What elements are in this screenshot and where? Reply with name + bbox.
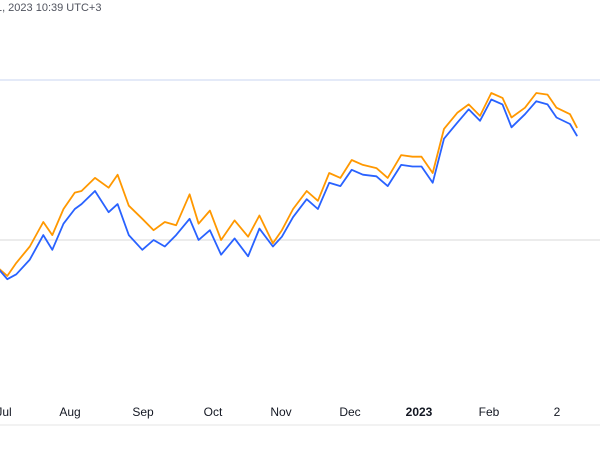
series-line-1 <box>0 92 578 277</box>
x-tick-label: Feb <box>479 405 500 419</box>
x-tick-label: Oct <box>204 405 223 419</box>
x-tick-label: 2 <box>554 405 561 419</box>
x-tick-label: Jul <box>0 405 12 419</box>
x-tick-label: 2023 <box>406 405 433 419</box>
timestamp-container: May 01, 2023 10:39 UTC+3 <box>0 0 200 18</box>
series-line-2 <box>0 98 578 281</box>
x-tick-label: Dec <box>339 405 360 419</box>
x-tick-label: Sep <box>132 405 154 419</box>
x-tick-label: Nov <box>270 405 291 419</box>
x-tick-label: Aug <box>59 405 80 419</box>
chart-timestamp: May 01, 2023 10:39 UTC+3 <box>0 2 102 14</box>
